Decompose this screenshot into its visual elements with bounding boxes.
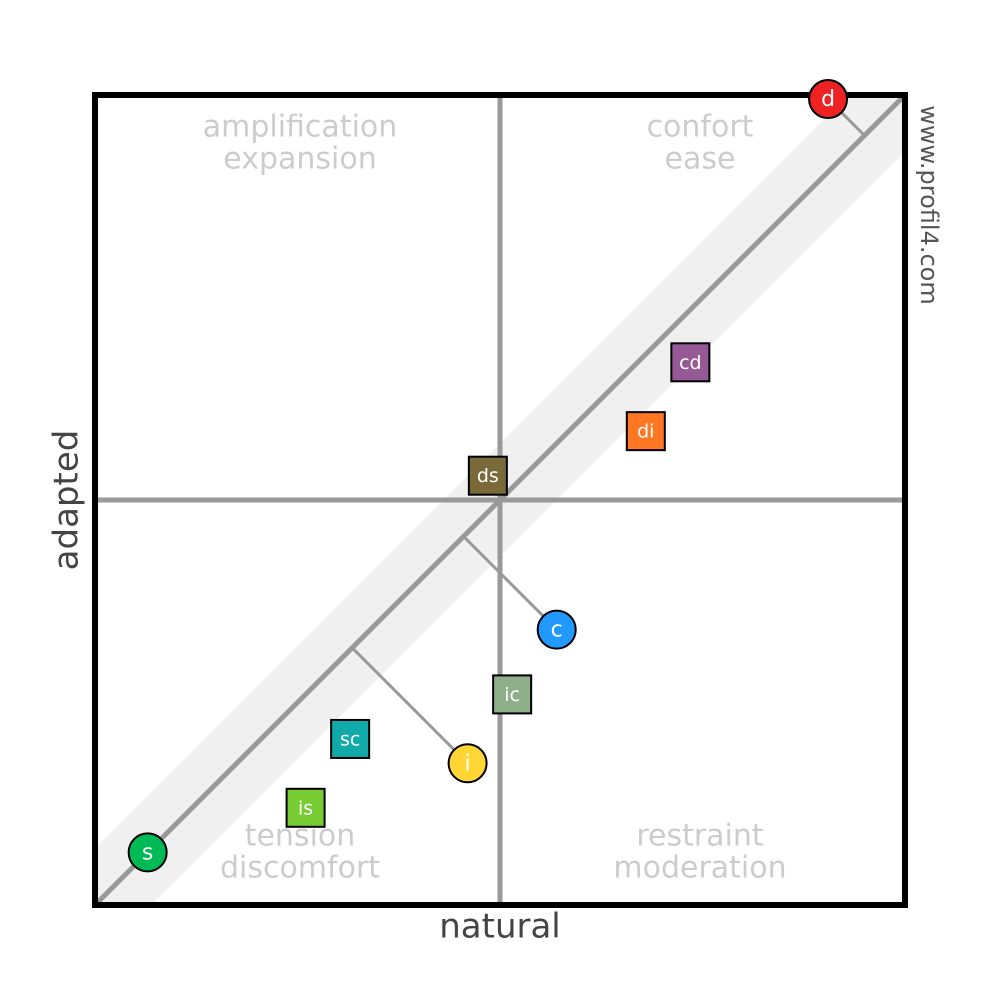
quadrant-label: discomfort — [220, 851, 380, 886]
projection-line — [462, 535, 558, 631]
point-circle — [808, 79, 849, 120]
point-label: ds — [477, 465, 499, 487]
point-label: s — [142, 840, 153, 865]
quadrant-label: confort — [647, 110, 754, 145]
point-square — [285, 787, 326, 828]
x-axis-label: natural — [439, 907, 561, 947]
point-label: i — [465, 751, 471, 776]
point-label: d — [821, 87, 835, 112]
point-label: cd — [679, 352, 702, 374]
point-square — [625, 411, 666, 452]
point-label: c — [551, 618, 563, 643]
quadrant-label: restraint — [636, 819, 764, 854]
point-circle — [127, 832, 168, 873]
point-label: is — [298, 797, 313, 819]
point-square — [467, 455, 508, 496]
point-label: sc — [340, 728, 360, 750]
point-square — [670, 342, 711, 383]
y-axis-label: adapted — [47, 430, 87, 571]
projection-line — [351, 646, 469, 765]
watermark: www.profil4.com — [915, 105, 943, 305]
quadrant-label: ease — [665, 142, 736, 177]
plot-area — [95, 95, 905, 905]
point-label: ic — [504, 684, 520, 706]
diagonal — [95, 95, 905, 905]
quadrant-label: amplification — [203, 110, 398, 145]
frame — [92, 92, 908, 908]
point-circle — [536, 609, 577, 650]
quadrant-label: moderation — [613, 851, 786, 886]
point-square — [492, 674, 533, 715]
point-label: di — [637, 421, 654, 443]
point-circle — [447, 743, 488, 784]
point-square — [330, 718, 371, 759]
quadrant-label: expansion — [223, 142, 376, 177]
